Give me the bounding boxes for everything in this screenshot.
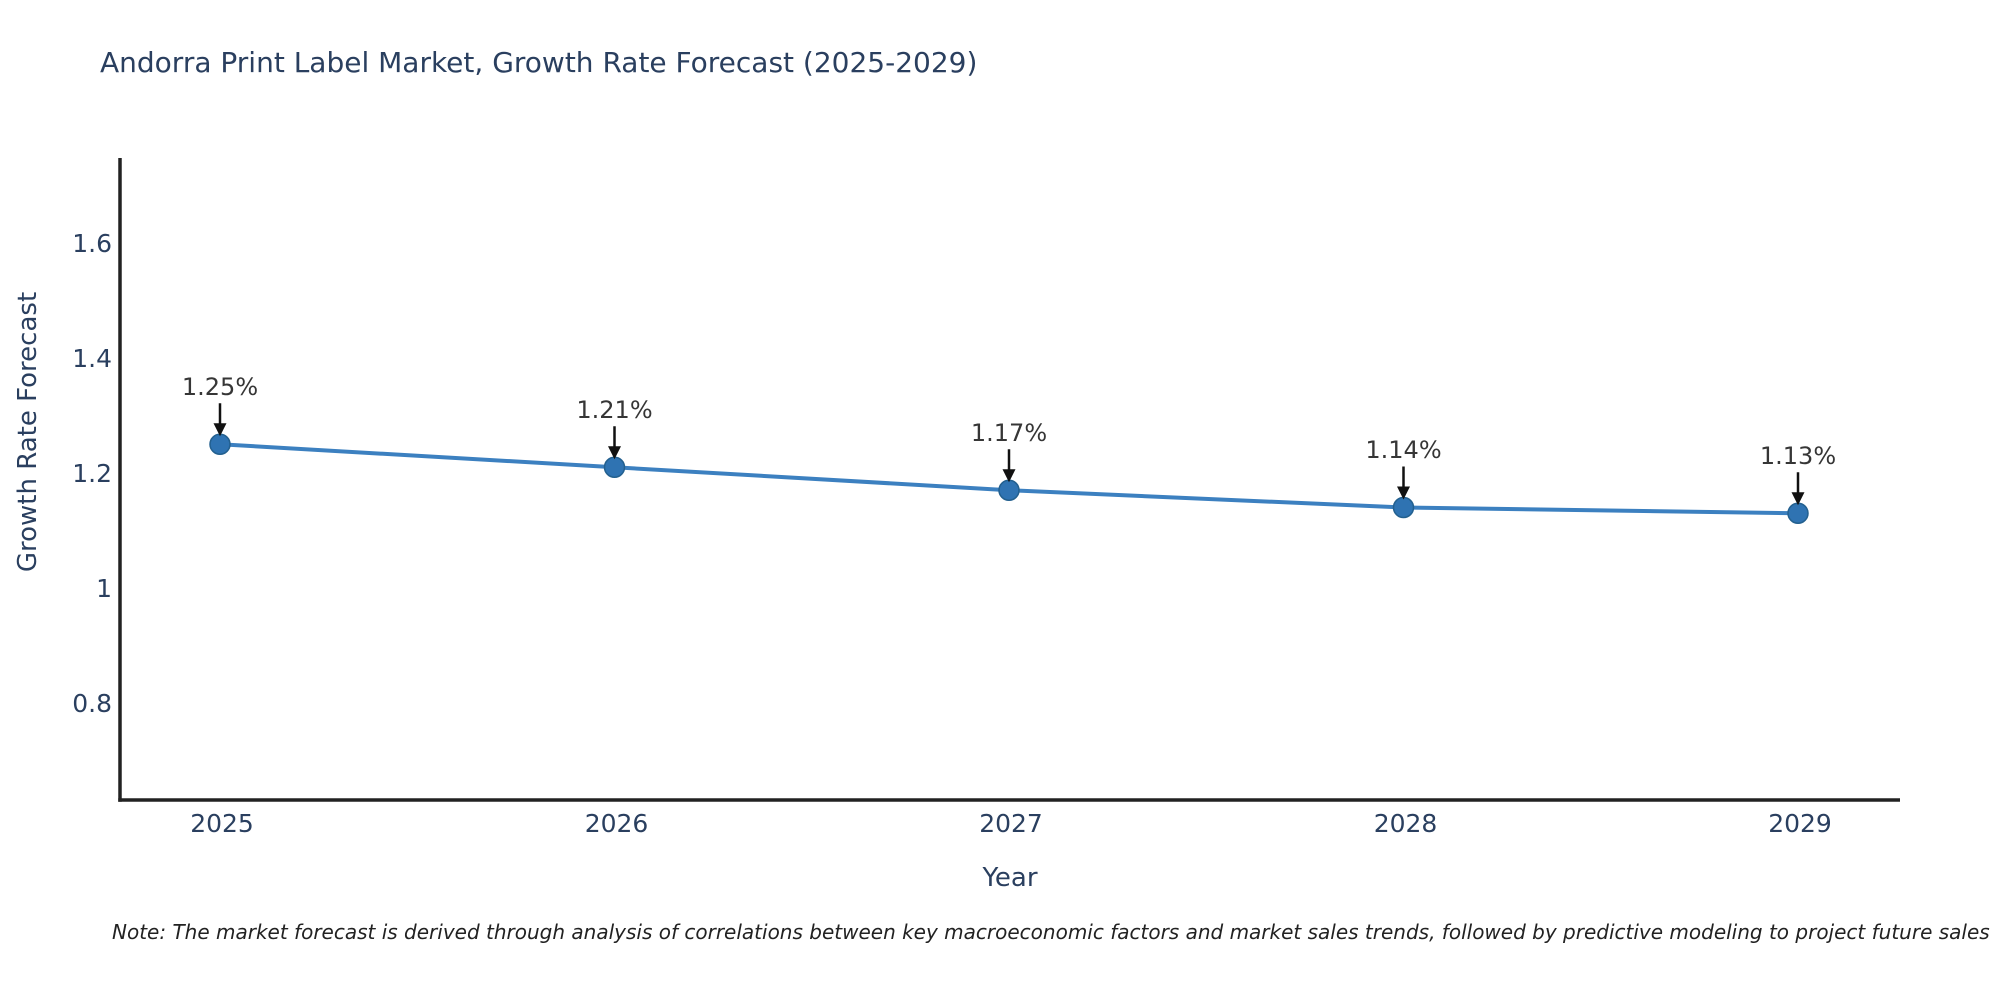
chart-note: Note: The market forecast is derived thr…	[112, 920, 1990, 944]
annotation-arrow-head	[1002, 469, 1016, 483]
chart-title: Andorra Print Label Market, Growth Rate …	[100, 46, 978, 79]
data-point-marker	[209, 433, 231, 455]
data-point-label: 1.17%	[971, 419, 1047, 447]
data-point-marker	[1787, 502, 1809, 524]
annotation-arrow-head	[1397, 486, 1410, 500]
data-point-marker	[603, 456, 626, 478]
y-tick-label: 1	[96, 574, 112, 603]
x-tick-label: 2025	[190, 809, 254, 838]
data-point-label: 1.13%	[1760, 442, 1836, 470]
x-tick-label: 2027	[979, 809, 1043, 838]
y-tick-label: 1.4	[72, 344, 112, 373]
annotation-arrow-head	[1791, 492, 1805, 506]
data-point-marker	[1392, 496, 1415, 519]
x-axis-title: Year	[981, 863, 1037, 893]
data-point-marker	[998, 479, 1020, 501]
data-point-label: 1.14%	[1365, 436, 1441, 464]
y-tick-label: 0.8	[72, 689, 112, 718]
x-tick-label: 2029	[1768, 809, 1832, 838]
x-tick-label: 2026	[585, 809, 649, 838]
y-tick-label: 1.6	[72, 229, 112, 258]
x-tick-label: 2028	[1374, 809, 1438, 838]
y-tick-label: 1.2	[72, 459, 112, 488]
data-point-label: 1.25%	[182, 373, 258, 401]
y-axis-title: Growth Rate Forecast	[13, 292, 43, 572]
annotation-arrow-head	[213, 423, 227, 437]
data-point-label: 1.21%	[576, 396, 652, 424]
annotation-arrow-head	[608, 446, 621, 460]
